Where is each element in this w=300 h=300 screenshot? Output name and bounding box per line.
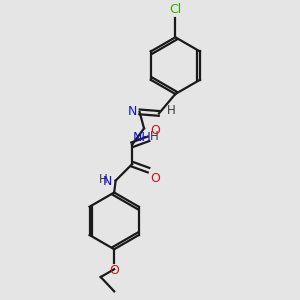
Text: NH: NH	[132, 131, 151, 144]
Text: Cl: Cl	[169, 3, 182, 16]
Text: H: H	[99, 172, 107, 186]
Text: N: N	[128, 104, 137, 118]
Text: O: O	[150, 172, 160, 184]
Text: N: N	[103, 175, 112, 188]
Text: O: O	[109, 265, 119, 278]
Text: O: O	[150, 124, 160, 137]
Text: H: H	[149, 130, 158, 142]
Text: H: H	[167, 104, 175, 117]
